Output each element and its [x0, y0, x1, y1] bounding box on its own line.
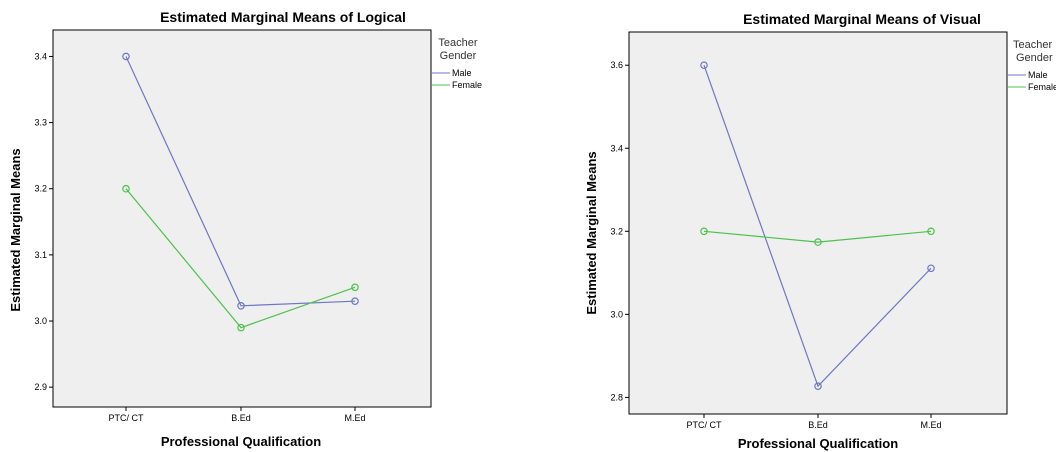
data-point-female: [122, 184, 130, 193]
y-tick-label: 3.0: [610, 309, 623, 319]
y-axis: 2.8 3.0 3.2 3.4 3.6: [610, 60, 629, 402]
data-point-male: [351, 297, 359, 305]
x-axis: PTC/ CT B.Ed M.Ed: [109, 407, 366, 423]
x-axis: PTC/ CT B.Ed M.Ed: [687, 414, 942, 430]
data-point-male: [700, 61, 708, 70]
y-tick-label: 3.4: [610, 143, 623, 153]
x-tick-label: M.Ed: [920, 420, 941, 430]
y-tick-label: 3.2: [34, 184, 47, 194]
x-tick-label: B.Ed: [808, 420, 828, 430]
legend-label-female: Female: [452, 80, 482, 90]
plot-area: [52, 29, 432, 408]
x-tick-label: PTC/ CT: [687, 420, 723, 430]
y-axis-title: Estimated Marginal Means: [584, 151, 599, 314]
y-axis-title: Estimated Marginal Means: [8, 148, 23, 311]
y-tick-label: 3.0: [34, 316, 47, 326]
data-point-female: [351, 283, 359, 292]
legend-label-male: Male: [1028, 70, 1048, 80]
y-tick-label: 3.2: [610, 226, 623, 236]
series-line-male: [125, 56, 356, 307]
data-point-male: [122, 52, 130, 61]
series-group: [700, 61, 935, 390]
legend-title-line1: Teacher: [1013, 39, 1052, 51]
x-axis-title: Professional Qualification: [161, 434, 321, 449]
y-tick-label: 3.3: [34, 118, 47, 128]
data-point-female: [237, 323, 245, 332]
data-point-female: [700, 227, 708, 236]
legend-title-line2: Gender: [1016, 52, 1053, 64]
data-point-male: [237, 302, 245, 310]
series-line-female: [703, 230, 932, 243]
chart-logical: Estimated Marginal Means of Logical 2.9 3…: [8, 9, 482, 449]
y-tick-label: 2.8: [610, 392, 623, 402]
data-point-male: [814, 382, 822, 390]
legend: Teacher Gender Male Female: [1008, 39, 1056, 92]
series-line-male: [703, 65, 932, 388]
x-tick-label: B.Ed: [231, 413, 251, 423]
x-tick-label: PTC/ CT: [109, 413, 145, 423]
plot-area: [628, 31, 1008, 415]
y-tick-label: 3.6: [610, 60, 623, 70]
y-axis: 2.9 3.0 3.1 3.2 3.3 3.4: [34, 51, 53, 392]
legend-title-line1: Teacher: [438, 37, 477, 49]
data-point-female: [814, 238, 822, 246]
chart-title: Estimated Marginal Means of Logical: [160, 9, 406, 25]
chart-visual: Estimated Marginal Means of Visual 2.8 3.…: [584, 11, 1056, 451]
y-tick-label: 2.9: [34, 382, 47, 392]
legend: Teacher Gender Male Female: [432, 37, 482, 90]
data-point-male: [927, 264, 935, 273]
y-tick-label: 3.4: [34, 51, 47, 61]
x-tick-label: M.Ed: [344, 413, 365, 423]
legend-label-male: Male: [452, 68, 472, 78]
series-group: [122, 52, 359, 332]
legend-title-line2: Gender: [440, 50, 477, 62]
chart-title: Estimated Marginal Means of Visual: [743, 11, 981, 27]
series-line-female: [125, 188, 356, 329]
x-axis-title: Professional Qualification: [738, 436, 898, 451]
data-point-female: [927, 227, 935, 236]
legend-label-female: Female: [1028, 82, 1056, 92]
y-tick-label: 3.1: [34, 250, 47, 260]
